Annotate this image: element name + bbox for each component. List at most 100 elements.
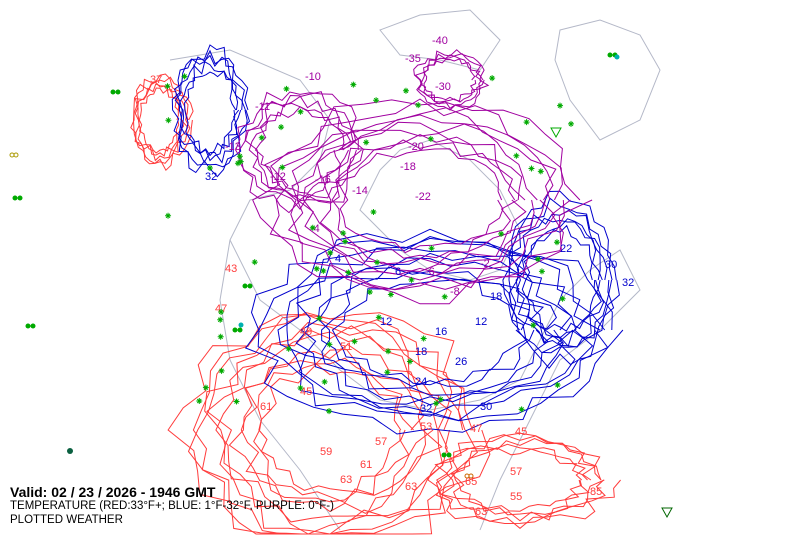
snow-symbol bbox=[350, 81, 357, 88]
snow-symbol bbox=[498, 230, 505, 237]
snow-symbol bbox=[196, 398, 203, 405]
snow-symbol bbox=[327, 249, 334, 256]
snow-symbol bbox=[218, 308, 225, 315]
rain-symbol bbox=[25, 323, 31, 329]
snow-symbol bbox=[321, 378, 328, 385]
snow-symbol bbox=[316, 315, 323, 322]
snow-symbol bbox=[218, 367, 225, 374]
contour-label-warm: 53 bbox=[420, 421, 432, 433]
snow-symbol bbox=[528, 165, 535, 172]
contour-label-cool: 32 bbox=[205, 171, 217, 183]
rain-symbol bbox=[17, 195, 23, 201]
snow-symbol bbox=[258, 134, 265, 141]
contour-label-cool: 6 bbox=[395, 266, 401, 278]
cold-contour bbox=[331, 139, 518, 259]
freezing-rain-symbol bbox=[614, 54, 620, 60]
snow-symbol bbox=[237, 158, 244, 165]
contour-label-warm: 57 bbox=[375, 436, 387, 448]
cool-contour bbox=[173, 49, 248, 168]
rain-symbol bbox=[441, 452, 447, 458]
cool-contour bbox=[277, 246, 576, 417]
cold-contour bbox=[238, 91, 362, 210]
contour-label-cold: -30 bbox=[435, 81, 451, 93]
snow-symbol bbox=[251, 259, 258, 266]
warm-contour bbox=[258, 363, 402, 493]
contour-label-warm: 57 bbox=[510, 466, 522, 478]
coastline bbox=[359, 139, 521, 281]
snow-symbol bbox=[387, 291, 394, 298]
warm-contour bbox=[434, 434, 606, 525]
snow-symbol bbox=[297, 108, 304, 115]
cool-contour bbox=[508, 197, 615, 354]
snow-symbol bbox=[530, 322, 537, 329]
snow-symbol bbox=[374, 259, 381, 266]
cold-contour bbox=[252, 99, 593, 305]
snow-symbol bbox=[326, 341, 333, 348]
temperature-legend: TEMPERATURE (RED:33°F+; BLUE: 1°F-32°F, … bbox=[10, 500, 334, 512]
contour-label-cold: -10 bbox=[305, 71, 321, 83]
haze-symbol bbox=[468, 473, 474, 479]
snow-symbol bbox=[420, 335, 427, 342]
snow-symbol bbox=[402, 87, 409, 94]
snow-symbol bbox=[366, 289, 373, 296]
contour-label-cool: 26 bbox=[455, 356, 467, 368]
snow-symbol bbox=[345, 269, 352, 276]
snow-symbol bbox=[437, 396, 444, 403]
snow-symbol bbox=[441, 293, 448, 300]
snow-symbol bbox=[285, 345, 292, 352]
cold-contour bbox=[413, 49, 490, 111]
snow-symbol bbox=[279, 164, 286, 171]
cool-contour bbox=[244, 228, 624, 435]
snow-symbol bbox=[513, 152, 520, 159]
snow-symbol bbox=[568, 120, 575, 127]
snow-symbol bbox=[523, 119, 530, 126]
snow-symbol bbox=[181, 73, 188, 80]
cool-contour bbox=[286, 235, 601, 422]
shower-symbol bbox=[661, 507, 673, 519]
rain-symbol bbox=[237, 327, 243, 333]
snow-symbol bbox=[370, 209, 377, 216]
warm-contour bbox=[167, 311, 491, 535]
contour-label-warm: 63 bbox=[340, 474, 352, 486]
contour-label-cool: 32 bbox=[622, 277, 634, 289]
snow-symbol bbox=[217, 316, 224, 323]
cold-contour bbox=[248, 102, 352, 199]
contour-label-warm: 65 bbox=[465, 476, 477, 488]
warm-contour bbox=[228, 343, 434, 514]
contour-label-cold: -2 bbox=[480, 258, 490, 270]
warm-contour bbox=[427, 432, 621, 529]
cool-contour bbox=[521, 224, 599, 332]
contour-label-cold: -13 bbox=[225, 141, 241, 153]
warm-contour bbox=[240, 348, 427, 503]
snow-symbol bbox=[340, 230, 347, 237]
snow-symbol bbox=[297, 384, 304, 391]
cold-contour bbox=[419, 54, 482, 105]
contour-label-warm: 63 bbox=[405, 481, 417, 493]
warm-contour bbox=[134, 81, 189, 162]
cold-contour bbox=[244, 94, 357, 201]
contour-label-cold: -14 bbox=[352, 185, 368, 197]
contour-label-cool: 32 bbox=[420, 403, 432, 415]
contour-label-cool: 12 bbox=[475, 316, 487, 328]
coastline bbox=[554, 19, 661, 141]
contour-label-warm: 51 bbox=[340, 341, 352, 353]
snow-symbol bbox=[326, 408, 333, 415]
contour-label-cold: -18 bbox=[400, 161, 416, 173]
rain-symbol bbox=[247, 283, 253, 289]
snow-symbol bbox=[415, 102, 422, 109]
snow-symbol bbox=[384, 369, 391, 376]
cool-contour bbox=[508, 209, 613, 348]
contour-label-cold: -16 bbox=[315, 174, 331, 186]
cool-contour bbox=[502, 190, 620, 369]
contour-label-warm: 45 bbox=[300, 386, 312, 398]
snow-symbol bbox=[165, 117, 172, 124]
coastline bbox=[379, 9, 501, 71]
snow-symbol bbox=[236, 153, 243, 160]
cold-contour bbox=[422, 58, 477, 102]
contour-label-cool: 16 bbox=[435, 326, 447, 338]
cool-contour bbox=[174, 54, 243, 164]
contour-label-cold: -12 bbox=[270, 171, 286, 183]
snow-symbol bbox=[489, 75, 496, 82]
